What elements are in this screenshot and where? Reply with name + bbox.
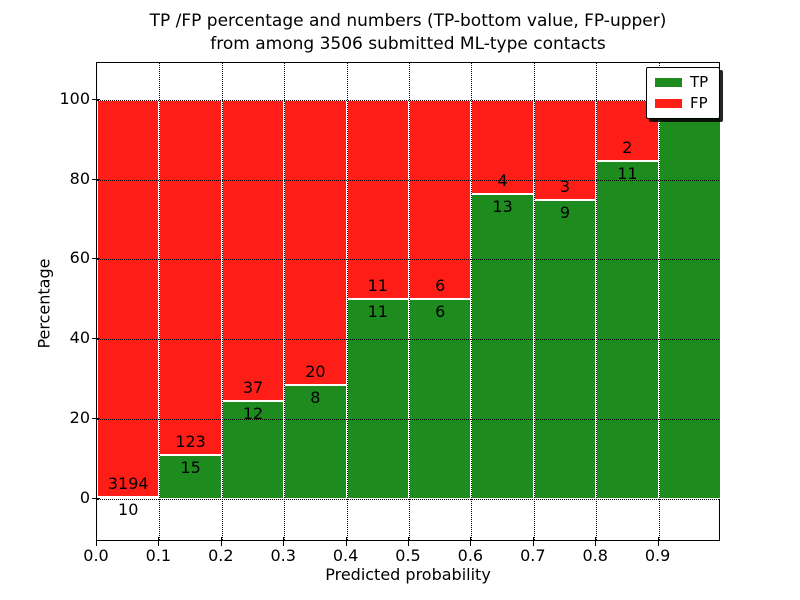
- bar-label-tp: 8: [310, 387, 321, 407]
- plot-area: 1031941512312378201111661349311211: [96, 62, 721, 541]
- x-tick-mark: [470, 537, 472, 546]
- bar-tp-segment: [284, 384, 347, 499]
- bar-tp-segment: [658, 100, 721, 499]
- gridline-vertical: [471, 63, 473, 540]
- y-tick-mark: [92, 497, 100, 499]
- gridline-horizontal: [97, 100, 719, 102]
- y-tick-label: 60: [69, 248, 90, 268]
- chart-title-block: TP /FP percentage and numbers (TP-bottom…: [96, 10, 720, 56]
- bar-label-tp: 6: [435, 302, 446, 322]
- bar-fp-segment: [97, 100, 160, 498]
- bar-tp-segment: [533, 199, 597, 499]
- bar-fp-segment: [346, 100, 409, 300]
- bar-label-tp: 9: [559, 202, 571, 222]
- bar-label-fp: 3: [559, 176, 571, 196]
- gridline-vertical: [159, 63, 161, 540]
- x-tick-mark: [595, 537, 597, 546]
- bar-label-fp: 4: [497, 170, 508, 190]
- y-tick-label: 0: [79, 487, 90, 507]
- bar-label-tp: 15: [180, 458, 201, 478]
- x-tick-label: 0.7: [520, 546, 546, 565]
- gridline-vertical: [284, 63, 286, 540]
- gridline-vertical: [409, 63, 410, 540]
- bar-fp-segment: [159, 100, 222, 456]
- bar-label-fp: 11: [367, 276, 388, 296]
- x-tick-mark: [657, 537, 659, 546]
- y-tick-label: 40: [69, 328, 90, 348]
- x-tick-mark: [345, 537, 347, 546]
- gridline-horizontal: [97, 418, 719, 420]
- legend-label-tp: TP: [690, 73, 709, 91]
- legend: TP FP: [646, 67, 720, 119]
- bar-label-tp: 11: [617, 164, 638, 184]
- legend-label-fp: FP: [690, 94, 708, 112]
- y-tick-mark: [92, 99, 100, 101]
- bar-label-fp: 37: [242, 377, 264, 397]
- gridline-horizontal: [97, 259, 719, 261]
- y-tick-label: 80: [69, 168, 90, 188]
- bar-label-tp: 10: [118, 500, 139, 520]
- chart-title: TP /FP percentage and numbers (TP-bottom…: [149, 11, 667, 31]
- bar-fp-segment: [284, 100, 347, 385]
- legend-entry-fp: FP: [655, 96, 711, 111]
- bar-label-fp: 6: [435, 276, 446, 296]
- bar-label-fp: 123: [175, 432, 206, 452]
- gridline-vertical: [658, 63, 660, 540]
- x-tick-label: 0.9: [644, 546, 671, 565]
- x-tick-mark: [283, 537, 285, 546]
- bar-tp-segment: [409, 299, 472, 499]
- gridline-horizontal: [97, 339, 719, 341]
- x-tick-label: 0.5: [395, 546, 421, 565]
- x-tick-label: 0.4: [332, 546, 359, 565]
- gridline-vertical: [221, 63, 223, 540]
- x-tick-label: 0.8: [582, 546, 608, 565]
- x-tick-mark: [96, 537, 97, 546]
- gridline-vertical: [533, 63, 535, 540]
- x-tick-mark: [220, 537, 222, 546]
- y-axis-label: Percentage: [34, 258, 54, 349]
- bar-fp-segment: [409, 100, 472, 300]
- x-tick-label: 0.1: [145, 546, 172, 565]
- x-tick-label: 0.0: [83, 546, 109, 565]
- bar-tp-segment: [596, 161, 659, 499]
- y-tick-label: 100: [59, 89, 90, 109]
- x-axis-label: Predicted probability: [325, 565, 491, 584]
- bar-label-fp: 3194: [107, 474, 149, 494]
- legend-swatch-tp-icon: [655, 78, 682, 87]
- bar-tp-segment: [346, 299, 409, 499]
- bar-tp-segment: [471, 193, 534, 499]
- bar-label-tp: 11: [367, 302, 388, 322]
- bar-tp-segment: [159, 455, 222, 499]
- y-tick-mark: [92, 258, 100, 260]
- x-tick-mark: [408, 537, 409, 546]
- x-tick-mark: [532, 537, 534, 546]
- legend-swatch-fp-icon: [655, 99, 682, 108]
- gridline-vertical: [346, 63, 348, 540]
- gridline-horizontal: [97, 498, 719, 500]
- legend-entry-tp: TP: [655, 75, 711, 90]
- chart-subtitle: from among 3506 submitted ML-type contac…: [210, 34, 606, 54]
- gridline-horizontal: [97, 179, 719, 181]
- bar-label-fp: 2: [622, 138, 633, 158]
- y-tick-mark: [92, 178, 100, 180]
- bar-label-fp: 20: [305, 361, 326, 381]
- y-tick-mark: [92, 338, 100, 340]
- y-tick-mark: [92, 417, 100, 419]
- x-tick-mark: [158, 537, 160, 546]
- bar-label-tp: 12: [242, 403, 264, 423]
- bar-fp-segment: [471, 100, 534, 194]
- x-tick-label: 0.2: [208, 546, 234, 565]
- x-tick-label: 0.6: [457, 546, 484, 565]
- y-tick-label: 20: [69, 407, 90, 427]
- gridline-vertical: [596, 63, 598, 540]
- x-tick-label: 0.3: [270, 546, 296, 565]
- bar-label-tp: 13: [492, 196, 513, 216]
- bar-fp-segment: [221, 100, 285, 401]
